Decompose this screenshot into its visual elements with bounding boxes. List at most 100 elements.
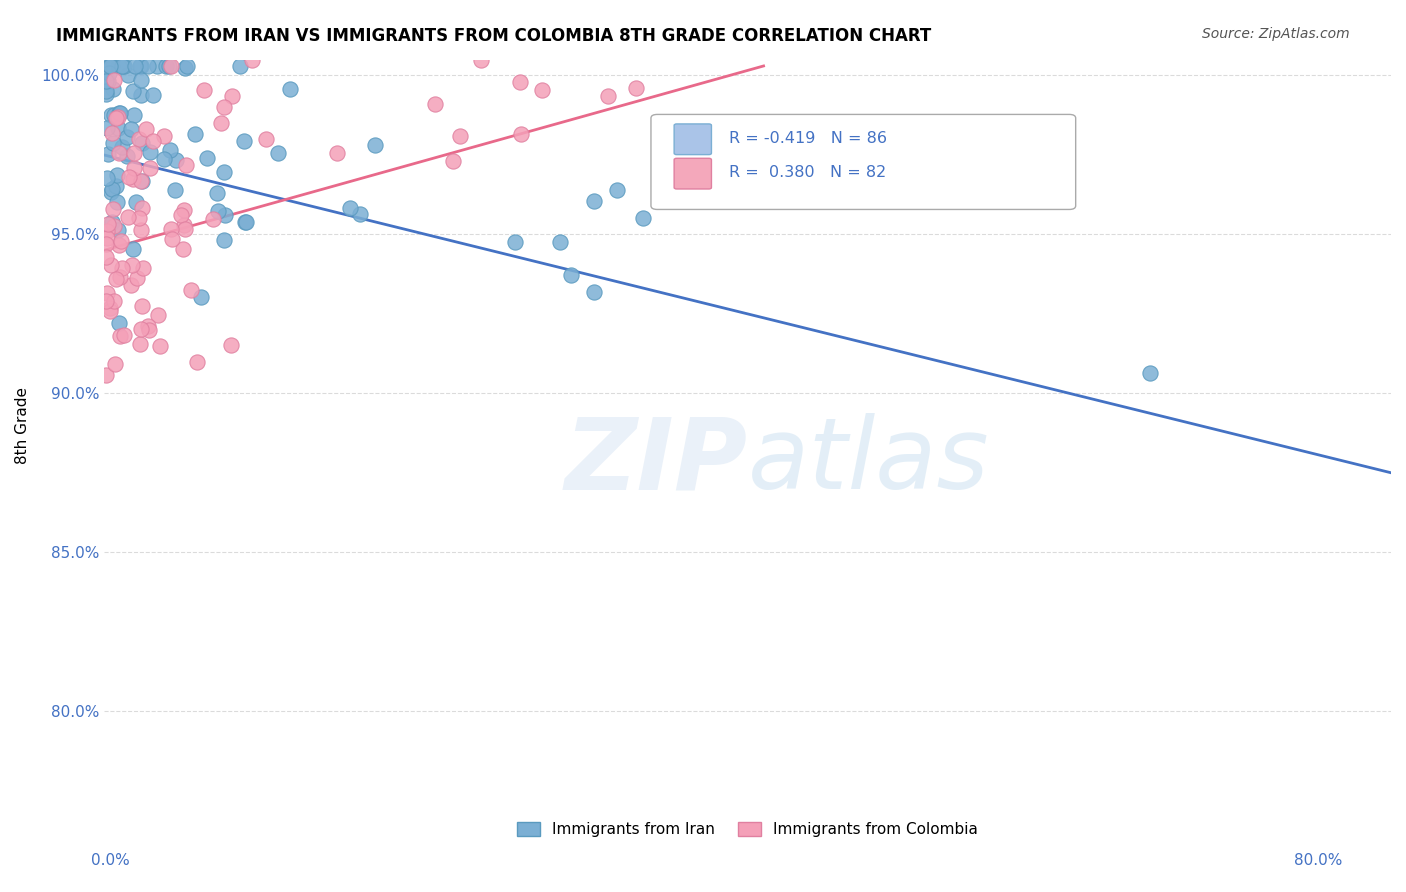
Point — [139, 161, 162, 175]
Point — [180, 283, 202, 297]
Point — [94, 74, 117, 88]
Point — [104, 357, 127, 371]
Point — [128, 132, 150, 146]
Point — [155, 59, 177, 73]
Point — [103, 108, 125, 122]
Point — [111, 261, 134, 276]
Point — [626, 81, 648, 95]
Point — [153, 153, 176, 167]
FancyBboxPatch shape — [673, 158, 711, 189]
Point — [96, 286, 118, 301]
Point — [129, 174, 152, 188]
Point — [278, 82, 301, 96]
Point — [100, 126, 122, 140]
Point — [240, 53, 263, 67]
Y-axis label: 8th Grade: 8th Grade — [15, 386, 30, 464]
Point — [163, 183, 186, 197]
Point — [118, 169, 141, 184]
Point — [596, 89, 619, 103]
Point — [160, 59, 183, 73]
Point — [548, 235, 571, 249]
Point — [267, 145, 290, 160]
Point — [183, 127, 205, 141]
Point — [128, 211, 150, 225]
Text: 0.0%: 0.0% — [91, 853, 131, 868]
Point — [131, 136, 153, 150]
Point — [105, 178, 128, 193]
Point — [173, 61, 195, 75]
Point — [111, 59, 134, 73]
Point — [146, 308, 169, 322]
Point — [214, 207, 236, 221]
Point — [125, 271, 148, 285]
Point — [1139, 366, 1161, 380]
Point — [153, 128, 176, 143]
Point — [101, 136, 124, 151]
Point — [105, 272, 128, 286]
Point — [96, 231, 118, 245]
Point — [115, 149, 138, 163]
Point — [96, 59, 118, 73]
Point — [94, 84, 117, 98]
Point — [117, 68, 139, 82]
Text: ZIP: ZIP — [564, 413, 748, 510]
Point — [97, 74, 120, 88]
Point — [159, 143, 181, 157]
Point — [97, 217, 120, 231]
Point — [174, 158, 197, 172]
Point — [101, 59, 124, 73]
Point — [606, 183, 628, 197]
Point — [470, 53, 492, 67]
Point — [157, 59, 180, 73]
Point — [96, 224, 118, 238]
Point — [186, 355, 208, 369]
Point — [146, 59, 169, 73]
Point — [173, 203, 195, 218]
Point — [129, 59, 152, 73]
Point — [100, 59, 122, 73]
Point — [129, 322, 152, 336]
Point — [101, 82, 124, 96]
Point — [205, 186, 228, 200]
Text: 80.0%: 80.0% — [1295, 853, 1343, 868]
Point — [129, 87, 152, 102]
Point — [583, 285, 606, 299]
Point — [449, 129, 471, 144]
Point — [105, 195, 128, 210]
Point — [107, 121, 129, 136]
Point — [509, 75, 531, 89]
Point — [190, 289, 212, 303]
Point — [228, 59, 250, 73]
Point — [129, 73, 152, 87]
Point — [108, 105, 131, 120]
Point — [441, 153, 464, 168]
Point — [98, 59, 121, 73]
Point — [108, 269, 131, 284]
Point — [174, 222, 197, 236]
Point — [121, 258, 143, 272]
Point — [135, 121, 157, 136]
Point — [122, 108, 145, 122]
Point — [201, 212, 224, 227]
Point — [124, 145, 146, 160]
Point — [129, 337, 152, 351]
Point — [98, 301, 121, 316]
Text: atlas: atlas — [748, 413, 988, 510]
Point — [221, 338, 243, 352]
Point — [110, 234, 132, 248]
Point — [505, 235, 527, 249]
FancyBboxPatch shape — [673, 124, 711, 154]
Point — [326, 145, 349, 160]
Point — [136, 319, 159, 334]
Point — [124, 59, 146, 73]
Point — [100, 108, 122, 122]
Point — [136, 59, 159, 73]
Point — [121, 121, 143, 136]
Point — [138, 323, 160, 337]
Point — [349, 207, 371, 221]
Point — [212, 165, 235, 179]
Point — [139, 145, 162, 160]
Point — [100, 185, 122, 199]
Point — [101, 215, 124, 229]
Point — [631, 211, 654, 225]
